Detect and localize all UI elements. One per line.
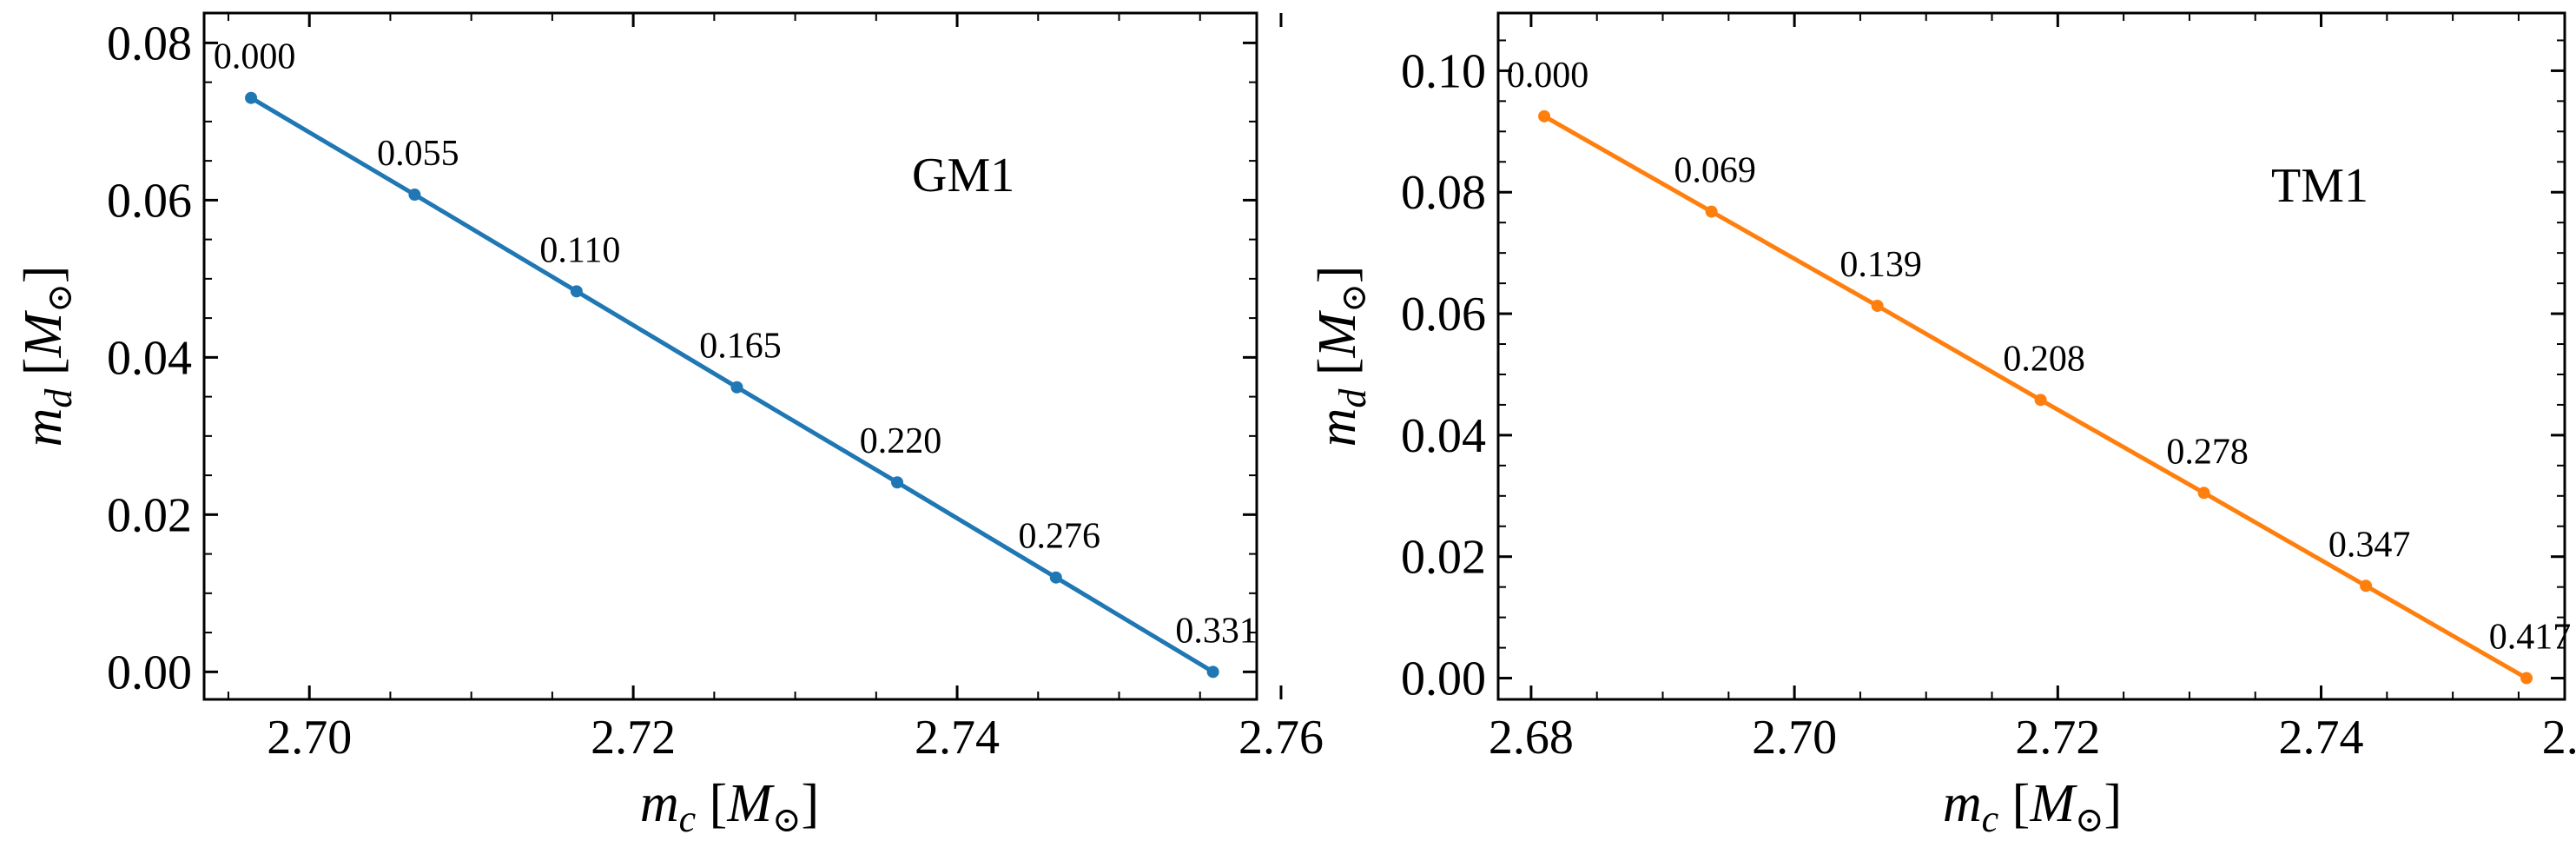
x-tick-label: 2.72 (591, 711, 676, 765)
data-point-label: 0.165 (699, 327, 782, 367)
data-point-label: 0.220 (860, 421, 942, 461)
y-tick-label: 0.02 (107, 488, 192, 542)
data-point (245, 91, 258, 104)
data-point-label: 0.347 (2328, 525, 2411, 565)
major-ticks: 2.70 2.72 2.74 2.76 0.00 0.02 0.04 0.06 0.08 (107, 13, 1324, 765)
data-point (408, 189, 421, 202)
data-point (1206, 666, 1219, 679)
y-tick-label: 0.06 (107, 174, 192, 228)
data-point (891, 476, 904, 489)
data-point-label: 0.139 (1840, 245, 1922, 285)
data-point-label: 0.276 (1019, 517, 1101, 557)
y-tick-label: 0.04 (107, 331, 192, 385)
y-axis-label: md [M⊙] (14, 266, 80, 447)
data-point-label: 0.069 (1674, 151, 1756, 191)
chart-panel-tm1: 2.68 2.70 2.72 2.74 2.76 0.00 0.02 0.04 0.06 0.08… (1308, 11, 2576, 840)
chart-panel-gm1: 2.70 2.72 2.74 2.76 0.00 0.02 0.04 0.06 0.08 0.0… (14, 11, 1324, 840)
x-tick-label: 2.70 (1752, 711, 1837, 765)
x-axis-label: mc [M⊙] (1943, 774, 2122, 840)
data-point-label: 0.417 (2489, 618, 2572, 658)
data-point (2520, 672, 2533, 685)
plot-frame (1496, 11, 2566, 701)
major-ticks: 2.68 2.70 2.72 2.74 2.76 0.00 0.02 0.04 0.06 0.08… (1401, 13, 2576, 765)
y-tick-label: 0.08 (107, 17, 192, 70)
x-tick-label: 2.72 (2015, 711, 2100, 765)
data-point (2197, 487, 2210, 500)
data-point-label: 0.331 (1175, 611, 1258, 651)
y-axis-label: md [M⊙] (1308, 266, 1374, 447)
y-tick-label: 0.08 (1401, 166, 1486, 220)
data-point (1538, 109, 1551, 123)
y-tick-label: 0.00 (107, 646, 192, 699)
x-tick-label: 2.74 (2279, 711, 2364, 765)
y-tick-label: 0.06 (1401, 288, 1486, 341)
data-point-label: 0.055 (377, 134, 459, 174)
data-point (1705, 205, 1718, 218)
data-point (1049, 571, 1062, 584)
data-point-label: 0.110 (539, 230, 620, 270)
data-point (2034, 394, 2047, 407)
panel-label-tm1: TM1 (2271, 159, 2368, 213)
x-tick-label: 2.74 (915, 711, 1000, 765)
data-point (730, 381, 743, 394)
data-series: 0.000 0.055 0.110 0.165 0.220 0.276 0.331 (214, 37, 1258, 679)
data-point-label: 0.000 (1507, 56, 1589, 96)
data-point-label: 0.278 (2166, 432, 2249, 472)
data-series: 0.000 0.069 0.139 0.208 0.278 0.347 0.417 (1507, 56, 2571, 685)
y-tick-label: 0.02 (1401, 531, 1486, 585)
data-point-label: 0.000 (214, 37, 296, 77)
y-tick-label: 0.00 (1401, 652, 1486, 706)
data-point (1871, 299, 1884, 312)
data-point (570, 285, 583, 298)
y-tick-label: 0.04 (1401, 409, 1486, 463)
data-point (2360, 579, 2373, 593)
x-tick-label: 2.76 (1238, 711, 1324, 765)
x-tick-label: 2.76 (2542, 711, 2576, 765)
panel-label-gm1: GM1 (912, 149, 1014, 202)
x-tick-label: 2.68 (1489, 711, 1574, 765)
y-tick-label: 0.10 (1401, 44, 1486, 98)
data-point-label: 0.208 (2003, 339, 2085, 379)
x-tick-label: 2.70 (267, 711, 352, 765)
x-axis-label: mc [M⊙] (640, 774, 819, 840)
